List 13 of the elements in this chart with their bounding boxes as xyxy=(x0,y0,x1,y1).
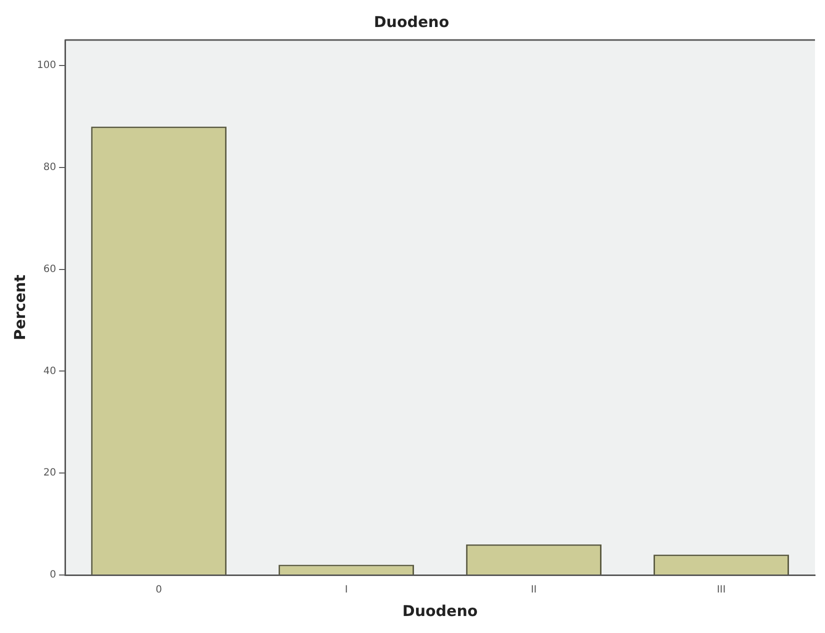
x-tick-label: II xyxy=(530,584,537,596)
y-axis-title: Percent xyxy=(10,274,29,340)
x-axis-title: Duodeno xyxy=(402,602,478,620)
y-tick-label: 60 xyxy=(43,264,56,275)
chart-title: Duodeno xyxy=(374,12,450,31)
y-tick-label: 80 xyxy=(43,162,56,173)
y-tick-label: 20 xyxy=(43,468,56,479)
x-tick-label: I xyxy=(344,584,348,596)
x-tick-label: 0 xyxy=(156,584,162,596)
y-tick-label: 40 xyxy=(43,366,56,377)
y-tick-label: 100 xyxy=(36,60,56,72)
x-tick-label: III xyxy=(716,584,726,596)
y-tick-label: 0 xyxy=(50,570,56,581)
